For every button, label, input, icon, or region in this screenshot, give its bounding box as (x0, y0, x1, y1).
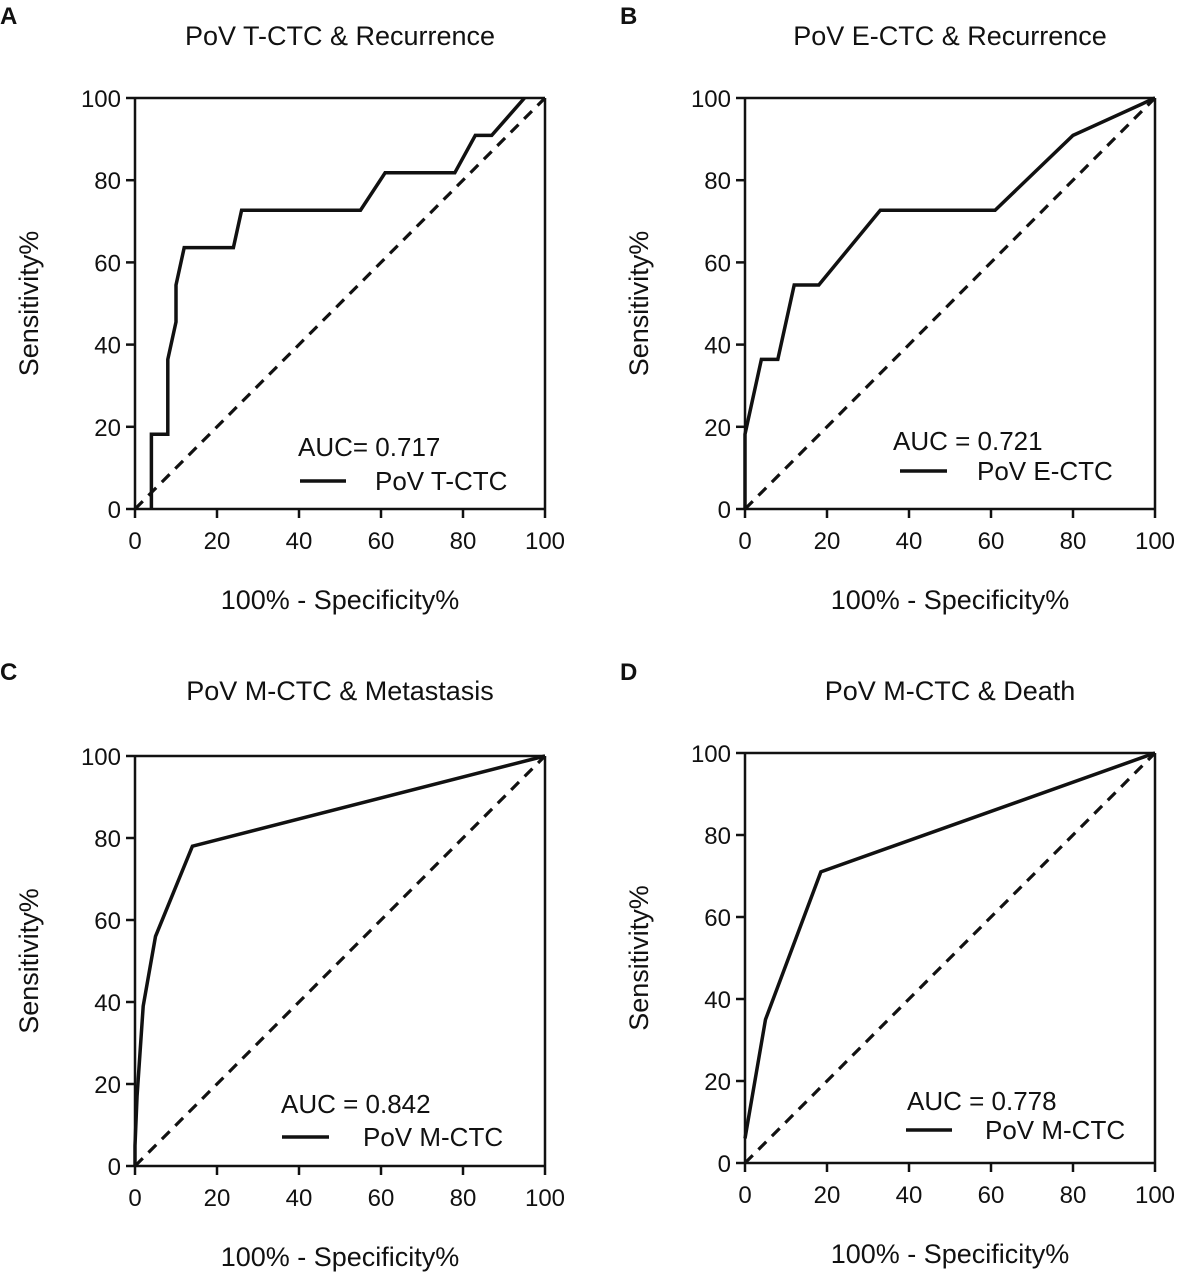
x-tick-label: 80 (1060, 1182, 1087, 1209)
roc-panel-a: A PoV T-CTC & Recurrence 0 20 40 60 80 100 0 20 40… (0, 3, 565, 615)
auc-annotation: AUC= 0.717 (298, 432, 440, 462)
legend: PoV E-CTC (900, 456, 1113, 486)
x-tick-label: 20 (204, 1185, 231, 1212)
y-tick-label: 100 (691, 86, 731, 113)
roc-panel-d: D PoV M-CTC & Death 0 20 40 60 80 100 0 20 40 60 80 1… (620, 659, 1175, 1269)
reference-diagonal-line (743, 751, 1157, 1165)
x-tick-label: 100 (525, 528, 565, 555)
y-tick-label: 100 (691, 741, 731, 768)
y-tick-label: 0 (108, 497, 121, 524)
auc-annotation: AUC = 0.842 (281, 1089, 431, 1119)
x-tick-label: 100 (1135, 1182, 1175, 1209)
y-tick-label: 80 (94, 826, 121, 853)
x-tick-label: 100 (525, 1185, 565, 1212)
x-tick-label: 0 (128, 1185, 141, 1212)
chart-title: PoV M-CTC & Death (825, 676, 1076, 706)
roc-panel-c: C PoV M-CTC & Metastasis 0 20 40 60 80 100 0 20 40… (0, 659, 565, 1272)
y-axis-label: Sensitivity% (14, 888, 44, 1034)
legend: PoV M-CTC (282, 1122, 503, 1152)
y-tick-label: 20 (704, 1069, 731, 1096)
x-tick-label: 20 (814, 528, 841, 555)
roc-curve (743, 751, 1156, 1139)
reference-diagonal-line (133, 96, 547, 511)
auc-annotation: AUC = 0.721 (893, 426, 1043, 456)
x-tick-label: 40 (286, 1185, 313, 1212)
y-tick-label: 60 (704, 905, 731, 932)
y-tick-label: 0 (718, 1151, 731, 1178)
y-axis-label: Sensitivity% (14, 231, 44, 377)
x-tick-label: 80 (1060, 528, 1087, 555)
x-tick-label: 40 (286, 528, 313, 555)
y-tick-label: 40 (94, 333, 121, 360)
legend: PoV M-CTC (906, 1115, 1125, 1145)
chart-title: PoV M-CTC & Metastasis (186, 676, 494, 706)
y-axis-label: Sensitivity% (624, 231, 654, 377)
x-tick-label: 60 (368, 528, 395, 555)
x-tick-label: 60 (978, 1182, 1005, 1209)
y-tick-label: 80 (94, 168, 121, 195)
panel-letter: C (0, 659, 17, 686)
x-tick-label: 60 (368, 1185, 395, 1212)
x-tick-label: 40 (896, 1182, 923, 1209)
roc-curve (149, 96, 526, 509)
roc-curve (743, 96, 1156, 509)
x-tick-label: 20 (204, 528, 231, 555)
reference-diagonal-line (133, 754, 547, 1168)
panel-letter: D (620, 659, 637, 686)
chart-title: PoV T-CTC & Recurrence (185, 21, 495, 51)
x-axis-label: 100% - Specificity% (221, 585, 460, 615)
legend-label: PoV E-CTC (977, 456, 1113, 486)
x-axis-label: 100% - Specificity% (831, 585, 1070, 615)
x-axis-label: 100% - Specificity% (221, 1242, 460, 1272)
x-axis-label: 100% - Specificity% (831, 1239, 1070, 1269)
auc-annotation: AUC = 0.778 (907, 1086, 1057, 1116)
y-tick-label: 80 (704, 823, 731, 850)
y-tick-label: 0 (718, 497, 731, 524)
x-tick-label: 80 (450, 1185, 477, 1212)
x-tick-label: 0 (738, 1182, 751, 1209)
y-tick-label: 40 (704, 987, 731, 1014)
x-tick-label: 100 (1135, 528, 1175, 555)
y-tick-label: 100 (81, 86, 121, 113)
x-tick-label: 60 (978, 528, 1005, 555)
panel-letter: A (0, 3, 17, 30)
x-tick-label: 80 (450, 528, 477, 555)
y-tick-label: 60 (704, 250, 731, 277)
roc-panel-b: B PoV E-CTC & Recurrence 0 20 40 60 80 100 0 20 40… (620, 3, 1175, 615)
y-tick-label: 60 (94, 908, 121, 935)
roc-curve (133, 754, 546, 1166)
x-tick-label: 40 (896, 528, 923, 555)
legend: PoV T-CTC (300, 466, 507, 496)
y-tick-label: 100 (81, 744, 121, 771)
x-tick-label: 0 (128, 528, 141, 555)
y-tick-label: 40 (94, 990, 121, 1017)
panel-letter: B (620, 3, 637, 30)
y-tick-label: 20 (94, 1072, 121, 1099)
y-tick-label: 80 (704, 168, 731, 195)
y-axis-label: Sensitivity% (624, 885, 654, 1031)
legend-label: PoV M-CTC (363, 1122, 503, 1152)
chart-title: PoV E-CTC & Recurrence (793, 21, 1107, 51)
x-tick-label: 20 (814, 1182, 841, 1209)
reference-diagonal-line (743, 96, 1157, 511)
y-tick-label: 0 (108, 1154, 121, 1181)
x-tick-label: 0 (738, 528, 751, 555)
y-tick-label: 20 (704, 415, 731, 442)
y-tick-label: 40 (704, 333, 731, 360)
legend-label: PoV M-CTC (985, 1115, 1125, 1145)
y-tick-label: 60 (94, 250, 121, 277)
y-tick-label: 20 (94, 415, 121, 442)
legend-label: PoV T-CTC (375, 466, 507, 496)
